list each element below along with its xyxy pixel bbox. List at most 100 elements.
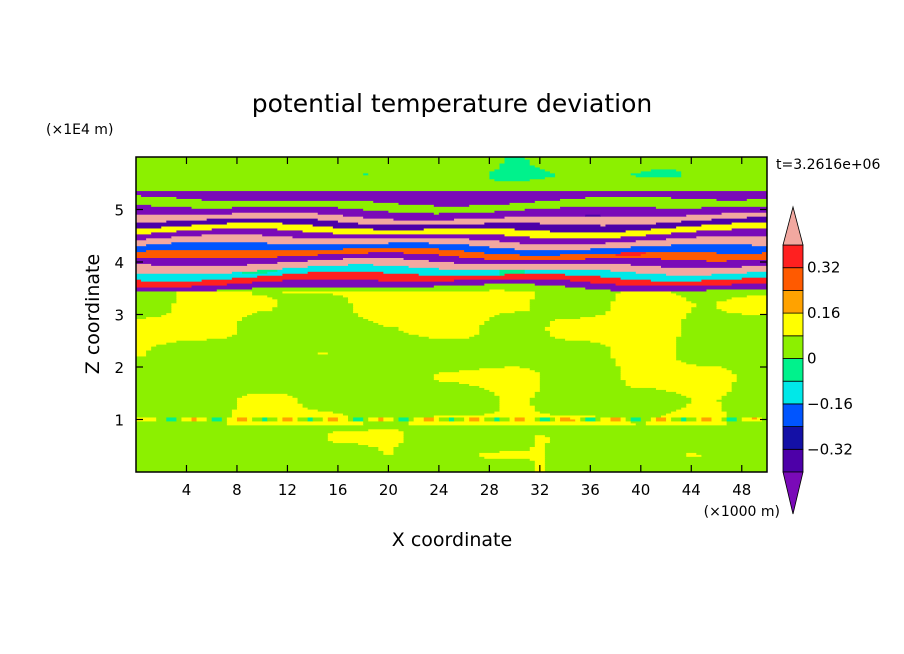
contour-cell — [136, 223, 193, 227]
contour-cell — [681, 174, 767, 178]
contour-cell — [136, 306, 172, 310]
contour-cell — [353, 302, 531, 306]
contour-cell — [146, 243, 470, 247]
contour-cell — [650, 416, 657, 420]
contour-cell — [252, 418, 263, 422]
contour-cell — [418, 334, 475, 337]
contour-cell — [332, 430, 405, 434]
contour-cell — [590, 281, 767, 284]
contour-cell — [262, 233, 506, 237]
contour-cell — [519, 241, 607, 245]
contour-cell — [630, 420, 647, 424]
contour-cell — [252, 416, 263, 420]
contour-cell — [136, 383, 470, 386]
contour-cell — [484, 221, 541, 225]
colorbar-label: −0.16 — [807, 395, 853, 413]
contour-cell — [428, 241, 521, 245]
colorbar-segment — [782, 289, 804, 314]
contour-cell — [348, 414, 435, 418]
contour-cell — [666, 418, 672, 422]
contour-cell — [726, 422, 767, 426]
contour-cell — [686, 395, 723, 398]
contour-cell — [433, 204, 470, 207]
contour-cell — [681, 294, 748, 298]
contour-cell — [671, 243, 753, 247]
contour-cell — [171, 308, 273, 312]
contour-cell — [726, 393, 767, 396]
contour-cell — [529, 397, 692, 400]
contour-cell — [549, 440, 767, 444]
contour-cell — [166, 342, 602, 345]
contour-cell — [529, 446, 546, 449]
contour-cell — [676, 346, 767, 349]
contour-cell — [534, 393, 682, 396]
contour-cell — [408, 265, 662, 268]
contour-cell — [348, 298, 531, 302]
contour-cell — [660, 257, 767, 260]
contour-cell — [549, 416, 556, 420]
contour-cell — [534, 442, 546, 446]
contour-cell — [171, 302, 278, 306]
contour-cell — [529, 458, 546, 461]
contour-cell — [489, 245, 632, 249]
contour-cell — [529, 178, 767, 182]
contour-cell — [136, 235, 172, 239]
contour-cell — [504, 273, 566, 276]
contour-cell — [348, 300, 531, 304]
contour-cell — [136, 338, 208, 341]
contour-cell — [242, 271, 268, 274]
contour-cell — [403, 438, 536, 442]
contour-cell — [539, 410, 672, 414]
contour-cell — [731, 227, 767, 231]
contour-cell — [630, 416, 642, 420]
contour-cell — [327, 438, 405, 442]
contour-cell — [282, 290, 536, 294]
contour-cell — [655, 221, 733, 225]
contour-cell — [438, 267, 767, 270]
contour-cell — [368, 318, 490, 322]
contour-cell — [479, 454, 546, 457]
contour-cell — [534, 440, 551, 444]
contour-cell — [534, 438, 551, 442]
contour-cell — [136, 164, 501, 168]
contour-cell — [136, 292, 177, 296]
contour-cell — [307, 271, 384, 274]
contour-cell — [726, 298, 767, 302]
contour-cell — [484, 387, 541, 390]
contour-cell — [136, 170, 490, 174]
contour-cell — [398, 326, 480, 329]
contour-cell — [403, 257, 485, 260]
contour-cell — [756, 416, 763, 420]
contour-cell — [383, 271, 501, 274]
contour-cell — [292, 395, 501, 398]
contour-cell — [151, 346, 612, 349]
contour-cell — [716, 302, 767, 306]
contour-cell — [549, 332, 682, 335]
contour-cell — [136, 414, 233, 418]
contour-cell — [247, 314, 359, 318]
contour-cell — [136, 365, 506, 369]
contour-cell — [519, 253, 561, 257]
contour-cell — [565, 284, 767, 288]
contour-cell — [681, 393, 728, 396]
contour-cell — [146, 237, 470, 241]
contour-cell — [342, 214, 586, 217]
contour-cell — [166, 220, 339, 223]
contour-cell — [504, 233, 647, 237]
contour-cell — [534, 296, 617, 300]
contour-cell — [136, 446, 379, 449]
contour-cell — [358, 442, 400, 446]
contour-cell — [136, 221, 228, 225]
contour-cell — [666, 416, 672, 420]
contour-cell — [534, 369, 622, 373]
contour-cell — [625, 416, 632, 420]
contour-cell — [671, 231, 767, 235]
contour-cell — [544, 176, 767, 180]
contour-cell — [549, 320, 682, 323]
contour-cell — [136, 241, 172, 245]
contour-cell — [201, 279, 283, 282]
contour-cell — [519, 365, 622, 369]
contour-cell — [731, 283, 767, 286]
contour-cell — [267, 418, 278, 422]
contour-cell — [176, 340, 591, 343]
